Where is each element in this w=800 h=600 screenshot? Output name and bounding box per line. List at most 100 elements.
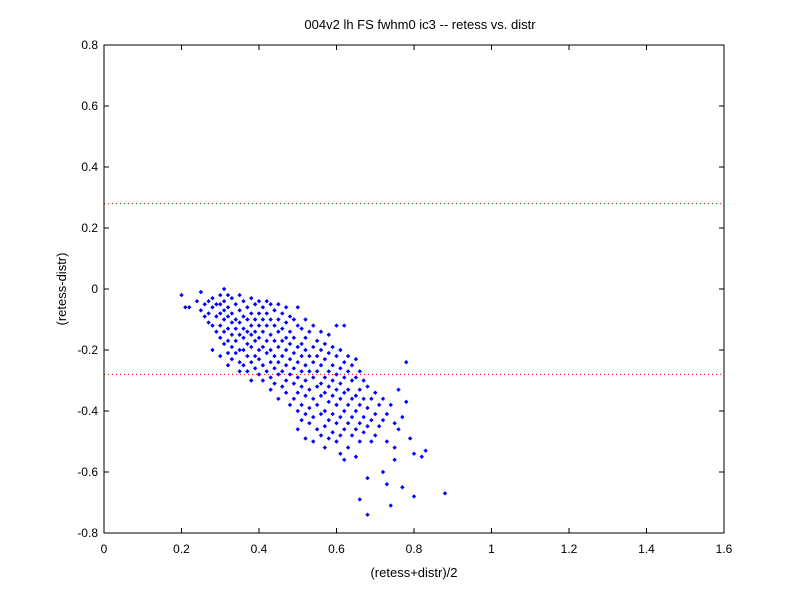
- data-point: [256, 372, 262, 377]
- data-point: [307, 369, 312, 374]
- data-point: [303, 411, 308, 417]
- data-point: [233, 338, 238, 344]
- data-point: [380, 417, 386, 423]
- data-point: [272, 381, 277, 386]
- data-point: [276, 344, 281, 350]
- data-point: [218, 323, 223, 328]
- data-point: [303, 378, 308, 383]
- data-point: [295, 305, 300, 310]
- data-point: [283, 305, 289, 310]
- data-point: [252, 317, 258, 322]
- data-point: [276, 360, 281, 365]
- data-point: [295, 427, 300, 432]
- data-point: [295, 408, 300, 414]
- data-point: [264, 369, 269, 374]
- data-point: [326, 417, 331, 423]
- data-point: [214, 314, 219, 319]
- data-point: [299, 417, 304, 423]
- data-point: [291, 366, 297, 371]
- data-point: [353, 393, 359, 398]
- data-point: [357, 421, 362, 426]
- data-point: [314, 353, 320, 359]
- data-point: [419, 454, 424, 459]
- data-point: [349, 363, 355, 368]
- data-point: [338, 451, 343, 456]
- data-point: [334, 387, 339, 392]
- data-point: [314, 338, 320, 344]
- data-point: [299, 402, 304, 408]
- y-tick-label: 0.4: [81, 160, 98, 174]
- data-point: [353, 454, 359, 459]
- data-point: [221, 317, 227, 322]
- data-point: [338, 366, 343, 371]
- data-point: [361, 414, 366, 420]
- data-point: [322, 356, 328, 362]
- data-point: [241, 363, 246, 368]
- data-point: [237, 347, 242, 353]
- data-point: [198, 289, 204, 295]
- data-point: [314, 427, 320, 432]
- data-point: [287, 329, 293, 334]
- data-point: [365, 512, 370, 517]
- data-point: [225, 314, 231, 319]
- data-point: [194, 299, 200, 304]
- data-point: [291, 335, 297, 340]
- data-point: [268, 375, 273, 380]
- data-point: [287, 372, 293, 377]
- data-point: [311, 375, 316, 380]
- data-point: [249, 295, 254, 301]
- data-point: [237, 360, 242, 365]
- data-point: [221, 299, 227, 304]
- data-point: [334, 439, 339, 444]
- data-point: [334, 353, 339, 359]
- data-point: [295, 344, 300, 350]
- data-point: [392, 421, 397, 426]
- data-point: [249, 332, 254, 337]
- data-point: [252, 353, 258, 359]
- data-point: [326, 384, 331, 389]
- data-point: [392, 457, 397, 462]
- data-point: [365, 384, 370, 389]
- data-point: [404, 360, 409, 365]
- data-point: [365, 424, 370, 429]
- data-point: [314, 369, 320, 374]
- data-point: [338, 347, 343, 353]
- data-point: [256, 311, 262, 316]
- data-point: [338, 414, 343, 420]
- data-point: [318, 433, 324, 438]
- data-point: [287, 356, 293, 362]
- x-tick-label: 0.6: [328, 542, 345, 556]
- data-point: [345, 387, 351, 392]
- data-point: [388, 503, 393, 508]
- data-point: [202, 302, 207, 307]
- data-point: [295, 323, 300, 328]
- data-point: [249, 360, 254, 365]
- data-point: [373, 433, 378, 438]
- data-point: [249, 311, 254, 316]
- data-point: [400, 485, 405, 490]
- data-point: [384, 411, 390, 417]
- data-point: [283, 335, 289, 340]
- data-point: [256, 356, 262, 362]
- data-point: [268, 387, 273, 392]
- data-point: [237, 292, 242, 298]
- data-point: [330, 344, 335, 350]
- data-point: [342, 390, 347, 395]
- y-tick-label: 0: [91, 282, 98, 296]
- y-axis-ticks: -0.8 -0.6 -0.4 -0.2 0 0.2 0.4 0.6 0.8: [77, 38, 724, 540]
- data-point: [326, 399, 331, 405]
- data-point: [303, 363, 308, 368]
- data-point: [318, 347, 324, 353]
- data-point: [361, 430, 366, 435]
- data-point: [342, 427, 347, 432]
- y-tick-label: -0.4: [77, 404, 98, 418]
- data-point: [299, 369, 304, 374]
- data-point: [345, 353, 351, 359]
- data-point: [225, 363, 231, 368]
- data-point: [349, 378, 355, 383]
- data-point: [218, 353, 223, 359]
- data-point: [280, 311, 285, 316]
- data-point: [260, 305, 266, 310]
- data-point: [268, 360, 273, 365]
- data-point: [241, 326, 246, 331]
